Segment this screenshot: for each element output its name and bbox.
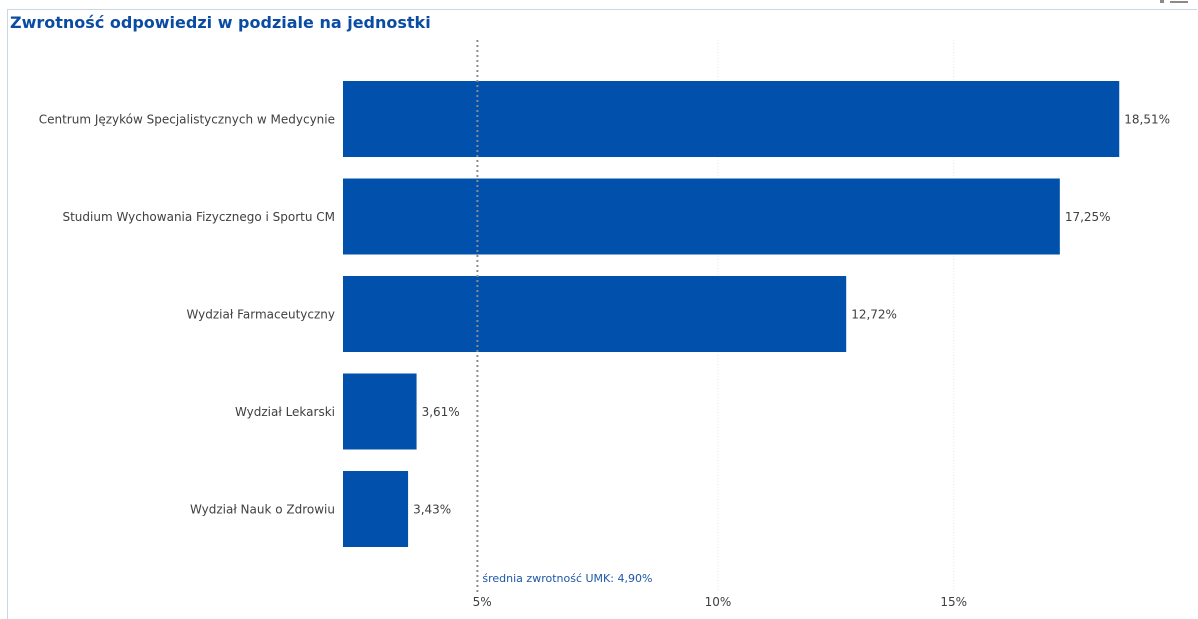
category-label: Wydział Nauk o Zdrowiu bbox=[190, 503, 335, 517]
bar bbox=[343, 276, 847, 352]
chart-panel bbox=[7, 9, 1197, 619]
category-labels: Centrum Języków Specjalistycznych w Medy… bbox=[39, 113, 335, 517]
bar bbox=[343, 178, 1060, 255]
filter-icon[interactable] bbox=[1160, 0, 1164, 3]
x-tick-label: 5% bbox=[473, 595, 492, 609]
bar bbox=[343, 373, 417, 450]
reference-line-label: średnia zwrotność UMK: 4,90% bbox=[482, 572, 652, 585]
bar bbox=[343, 81, 1120, 157]
category-label: Wydział Farmaceutyczny bbox=[187, 308, 336, 322]
category-label: Studium Wychowania Fizycznego i Sportu C… bbox=[62, 210, 335, 224]
data-label: 12,72% bbox=[851, 308, 897, 322]
visual-options-icons[interactable] bbox=[1160, 0, 1190, 10]
x-axis-ticks: 5% 10% 15% bbox=[473, 595, 967, 609]
reference-line-group: średnia zwrotność UMK: 4,90% bbox=[476, 40, 652, 592]
focus-mode-icon[interactable] bbox=[1170, 1, 1188, 3]
data-label: 17,25% bbox=[1065, 210, 1111, 224]
data-label: 18,51% bbox=[1124, 113, 1170, 127]
category-label: Centrum Języków Specjalistycznych w Medy… bbox=[39, 113, 335, 127]
data-label: 3,61% bbox=[422, 405, 460, 419]
data-label: 3,43% bbox=[413, 503, 451, 517]
chart-title: Zwrotność odpowiedzi w podziale na jedno… bbox=[10, 13, 431, 32]
bar bbox=[343, 471, 409, 547]
bars bbox=[343, 81, 1120, 547]
x-tick-label: 15% bbox=[940, 595, 967, 609]
data-labels: 18,51% 17,25% 12,72% 3,61% 3,43% bbox=[413, 113, 1170, 517]
x-tick-label: 10% bbox=[705, 595, 732, 609]
category-label: Wydział Lekarski bbox=[235, 405, 335, 419]
